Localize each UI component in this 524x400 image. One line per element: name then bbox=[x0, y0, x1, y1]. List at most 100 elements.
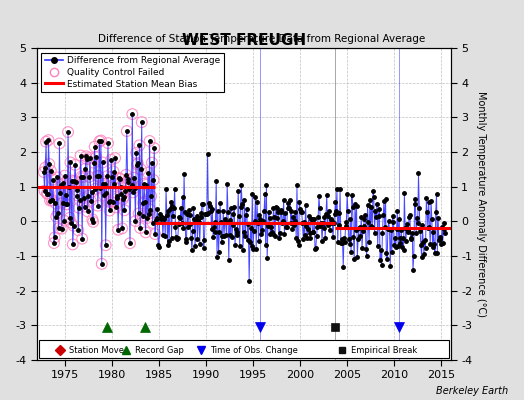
Point bbox=[56, 190, 64, 196]
Point bbox=[40, 188, 49, 194]
Point bbox=[205, 199, 213, 206]
Point bbox=[385, 218, 393, 224]
Point bbox=[359, 223, 368, 229]
Point bbox=[193, 236, 202, 242]
Point bbox=[90, 160, 98, 166]
Point bbox=[358, 244, 366, 251]
Point bbox=[43, 190, 52, 197]
Point bbox=[387, 227, 395, 233]
Point bbox=[42, 138, 50, 145]
Point bbox=[220, 233, 228, 240]
Point bbox=[330, 220, 338, 226]
Point bbox=[177, 205, 185, 211]
Point bbox=[284, 205, 292, 211]
Point bbox=[373, 200, 381, 207]
Point bbox=[237, 182, 246, 188]
Point bbox=[209, 234, 217, 240]
Point bbox=[263, 255, 271, 262]
Point bbox=[217, 239, 226, 246]
Point bbox=[75, 205, 83, 211]
Point bbox=[145, 138, 154, 144]
Point bbox=[134, 160, 142, 166]
Point bbox=[50, 234, 59, 241]
Point bbox=[139, 200, 147, 206]
Point bbox=[75, 197, 84, 204]
Point bbox=[77, 173, 85, 180]
Point bbox=[44, 137, 52, 143]
Point bbox=[91, 144, 99, 150]
Point bbox=[268, 230, 277, 237]
Point bbox=[407, 236, 416, 242]
Point bbox=[292, 235, 300, 241]
Point bbox=[368, 224, 376, 230]
Point bbox=[102, 190, 111, 196]
Point bbox=[114, 226, 123, 233]
Point bbox=[378, 230, 387, 236]
Point bbox=[385, 226, 394, 232]
Point bbox=[64, 184, 73, 190]
Point bbox=[138, 213, 147, 219]
Point bbox=[348, 204, 357, 210]
Point bbox=[93, 173, 101, 179]
Point bbox=[354, 236, 362, 242]
Point bbox=[303, 235, 311, 241]
Point bbox=[72, 178, 80, 185]
Point bbox=[217, 219, 225, 225]
Point bbox=[118, 225, 126, 232]
Point bbox=[206, 208, 215, 214]
Point bbox=[222, 219, 230, 226]
Point bbox=[150, 145, 158, 151]
Point bbox=[44, 137, 52, 143]
Point bbox=[308, 216, 316, 222]
Point bbox=[236, 242, 244, 249]
Point bbox=[170, 205, 178, 212]
Point bbox=[212, 178, 221, 184]
Point bbox=[295, 199, 303, 205]
Point bbox=[118, 225, 126, 232]
Point bbox=[169, 212, 177, 219]
Point bbox=[230, 204, 238, 211]
Point bbox=[345, 241, 354, 248]
Point bbox=[432, 208, 440, 215]
Point bbox=[341, 239, 349, 245]
Point bbox=[239, 247, 247, 254]
Point bbox=[126, 240, 134, 246]
Point bbox=[100, 192, 108, 199]
Point bbox=[256, 216, 264, 223]
Point bbox=[188, 247, 196, 254]
Point bbox=[136, 225, 145, 231]
Point bbox=[427, 198, 435, 204]
Point bbox=[305, 230, 314, 236]
Point bbox=[332, 208, 341, 214]
Point bbox=[135, 210, 143, 217]
Point bbox=[156, 210, 164, 217]
Point bbox=[90, 160, 98, 166]
Point bbox=[231, 242, 239, 248]
Text: Time of Obs. Change: Time of Obs. Change bbox=[210, 346, 298, 355]
Point bbox=[61, 172, 69, 179]
Point bbox=[277, 209, 286, 215]
Point bbox=[173, 234, 182, 241]
Point bbox=[355, 225, 363, 231]
Point bbox=[143, 215, 151, 221]
Point bbox=[314, 214, 322, 221]
Point bbox=[270, 214, 278, 220]
Point bbox=[107, 156, 115, 163]
Point bbox=[352, 203, 361, 209]
Point bbox=[171, 224, 180, 231]
Point bbox=[250, 218, 259, 224]
Point bbox=[361, 212, 369, 219]
Point bbox=[57, 182, 65, 188]
Point bbox=[297, 209, 305, 215]
Point bbox=[47, 168, 55, 174]
Point bbox=[379, 212, 387, 218]
Point bbox=[61, 201, 70, 208]
Point bbox=[80, 195, 88, 201]
Point bbox=[119, 194, 128, 200]
Point bbox=[129, 189, 137, 196]
Point bbox=[287, 220, 295, 226]
Point bbox=[306, 235, 314, 241]
Point bbox=[100, 192, 108, 199]
Point bbox=[243, 236, 252, 243]
Point bbox=[83, 208, 92, 214]
